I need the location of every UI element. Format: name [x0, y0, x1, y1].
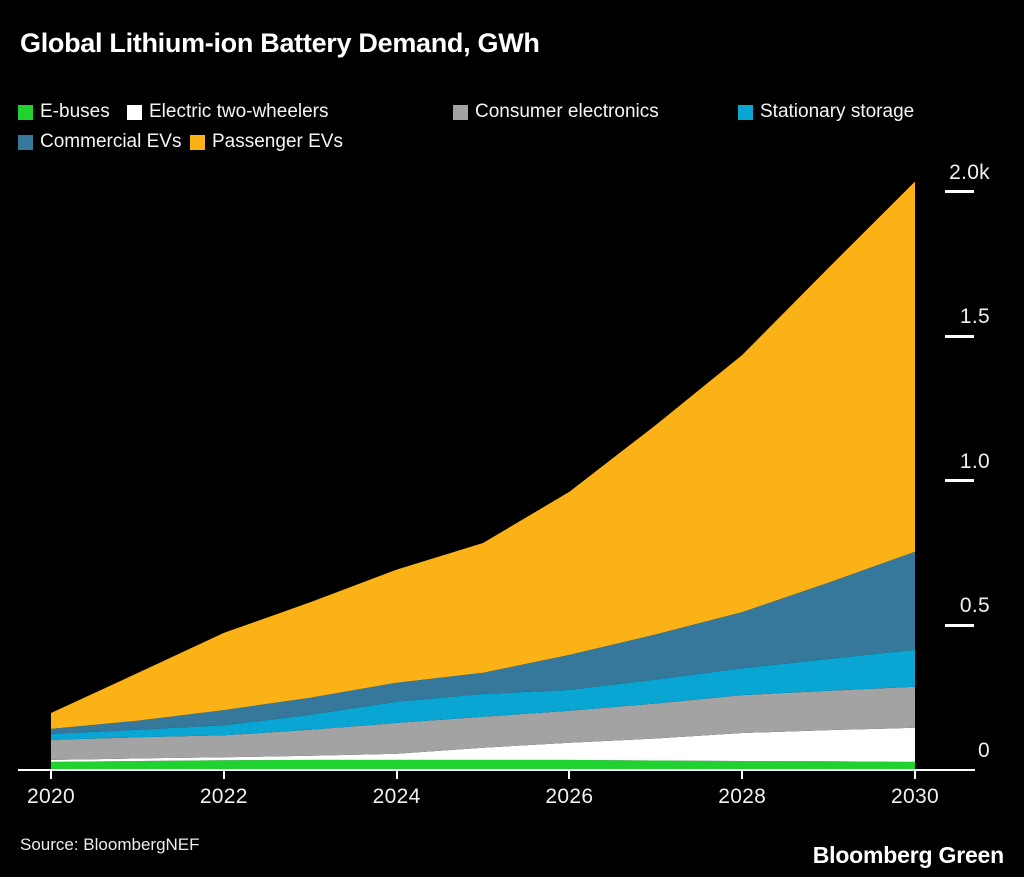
- legend-label: E-buses: [40, 101, 110, 122]
- source-note: Source: BloombergNEF: [20, 835, 200, 854]
- y-tick-label: 1.0: [959, 449, 990, 473]
- legend-swatch-stationary-storage: [738, 104, 753, 120]
- y-tick-dash: [945, 479, 974, 483]
- legend-item-stationary-storage: Stationary storage: [738, 100, 914, 124]
- y-tick-dash: [945, 623, 974, 627]
- legend-label: Commercial EVs: [40, 131, 182, 152]
- x-tick-label: 2030: [891, 785, 939, 808]
- x-tick: [395, 770, 398, 779]
- y-tick-label: 0: [978, 739, 990, 762]
- legend-label: Stationary storage: [760, 101, 915, 122]
- legend-swatch-consumer-electronics: [453, 104, 468, 120]
- x-tick-label: 2026: [545, 785, 594, 808]
- y-tick-label: 2.0k: [949, 160, 990, 184]
- legend-swatch-e-buses: [18, 104, 33, 120]
- area-series-consumer-electronics: [51, 686, 915, 760]
- x-axis-line: [18, 769, 975, 771]
- x-tick: [50, 770, 52, 779]
- plot-area: [51, 180, 915, 770]
- legend-item-passenger-evs: Passenger EVs: [190, 130, 343, 154]
- y-tick-dash: [945, 334, 974, 338]
- legend-label: Consumer electronics: [475, 101, 659, 122]
- area-series-electric-two-wheelers: [51, 727, 915, 762]
- area-series-e-buses: [51, 759, 915, 770]
- legend-label: Electric two-wheelers: [149, 101, 329, 122]
- x-tick-label: 2028: [718, 785, 767, 808]
- y-tick-label: 0.5: [959, 594, 990, 618]
- x-tick-label: 2024: [372, 785, 421, 808]
- y-tick-dash: [945, 190, 974, 194]
- legend-item-e-buses: E-buses: [18, 100, 110, 124]
- y-tick-label: 1.5: [959, 305, 990, 329]
- x-tick: [914, 770, 916, 779]
- stacked-area-svg: [51, 181, 915, 770]
- x-tick: [741, 770, 744, 779]
- chart-title: Global Lithium-ion Battery Demand, GWh: [20, 28, 540, 58]
- x-tick: [568, 770, 571, 779]
- area-series-passenger-evs: [51, 181, 915, 729]
- area-series-stationary-storage: [51, 649, 915, 740]
- brand-logo: Bloomberg Green: [812, 842, 1004, 868]
- area-series-commercial-evs: [51, 551, 915, 734]
- legend-swatch-electric-two-wheelers: [127, 104, 142, 120]
- legend-item-consumer-electronics: Consumer electronics: [453, 100, 659, 124]
- legend-swatch-commercial-evs: [18, 134, 33, 150]
- x-tick-label: 2022: [199, 785, 248, 808]
- legend-swatch-passenger-evs: [190, 134, 205, 150]
- x-tick: [222, 770, 225, 779]
- legend-item-electric-two-wheelers: Electric two-wheelers: [127, 100, 329, 124]
- x-tick-label: 2020: [27, 785, 75, 808]
- legend-item-commercial-evs: Commercial EVs: [18, 130, 181, 154]
- legend-label: Passenger EVs: [212, 131, 343, 152]
